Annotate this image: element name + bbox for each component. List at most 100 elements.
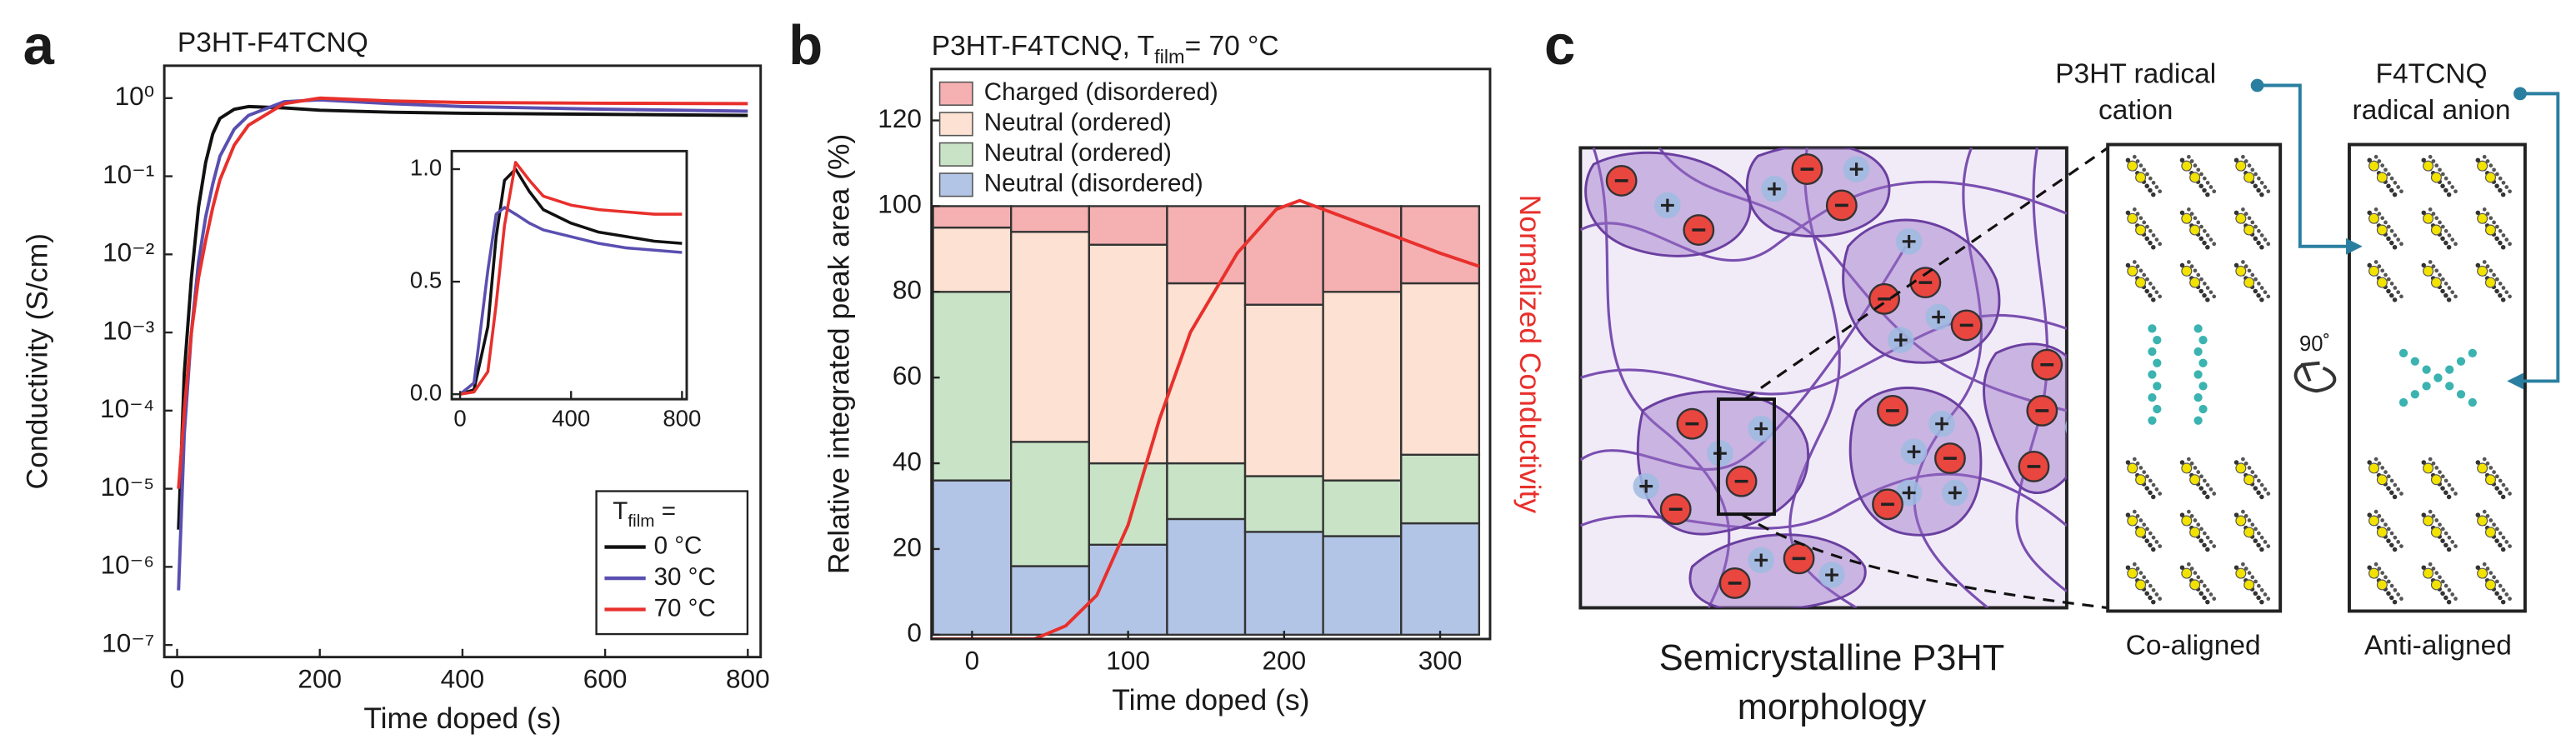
atom: [2500, 547, 2506, 552]
atom: [2498, 583, 2503, 588]
plus-sign: [1907, 445, 1921, 459]
atom: [2257, 531, 2261, 536]
atom: [2259, 599, 2264, 605]
atom: [2498, 531, 2503, 536]
sulfur: [2135, 579, 2147, 591]
atom: [2492, 522, 2496, 527]
atom: [2259, 286, 2264, 290]
bar-segment: [1166, 462, 1247, 521]
atom: [2208, 290, 2213, 295]
atom: [2380, 216, 2385, 221]
atom: [2253, 236, 2258, 242]
atom: [2189, 513, 2194, 518]
atom: [2443, 292, 2448, 298]
atom: [2202, 542, 2207, 548]
chart: 0 100 200 300 0 20 40 60 80 100 120 Time doped (s) R…: [823, 31, 1547, 717]
atom: [2389, 583, 2394, 588]
atom: [2259, 547, 2264, 552]
atom: [2135, 159, 2140, 163]
molecular-structure: [2125, 154, 2512, 605]
sulfur: [2484, 277, 2496, 288]
bar-segment: [1322, 205, 1403, 293]
sulfur: [2484, 579, 2496, 591]
atom: [2205, 244, 2210, 250]
atom: [2440, 486, 2445, 491]
atom: [2158, 242, 2163, 247]
atom: [2263, 487, 2268, 492]
rotation-icon: [2293, 362, 2337, 393]
y-tick-label: 10⁻²: [103, 237, 154, 267]
atom: [2399, 189, 2403, 194]
plus-sign: [1948, 486, 1962, 500]
atom: [2492, 272, 2496, 277]
y2-axis-label: Normalized Conductivity: [1513, 195, 1547, 514]
atom: [2256, 595, 2261, 601]
pointer-arrow: [2257, 83, 2363, 255]
atom: [2148, 240, 2153, 246]
atom: [2193, 163, 2198, 168]
sulfur: [2243, 172, 2255, 183]
atom: [2208, 487, 2213, 492]
atom: [2253, 486, 2258, 491]
atom: [2475, 262, 2481, 268]
atom: [2259, 587, 2264, 592]
atom: [2431, 159, 2436, 163]
atom: [2186, 509, 2191, 514]
legend-label: Charged (disordered): [984, 78, 1218, 106]
data-line: [933, 198, 1480, 639]
atom: [2475, 210, 2481, 216]
atom: [2498, 281, 2503, 286]
atom: [2189, 212, 2194, 216]
cation-label: cation: [2098, 95, 2173, 126]
atom: [2380, 571, 2385, 575]
atom: [2446, 494, 2452, 500]
sulfur: [2243, 277, 2255, 288]
bar-segment: [1322, 291, 1403, 482]
zoom-line: [1740, 512, 2108, 610]
subscript: film: [628, 512, 654, 531]
atom: [2132, 260, 2137, 264]
atom: [2428, 154, 2433, 159]
atom: [2438, 167, 2442, 172]
atom: [2431, 264, 2436, 269]
atom: [2151, 233, 2156, 237]
dopant-atom: [2153, 358, 2162, 367]
sulfur: [2430, 277, 2442, 288]
bar-segment: [1010, 441, 1091, 567]
bar-segment: [1010, 205, 1091, 233]
atom: [2508, 294, 2512, 299]
atom: [2151, 587, 2156, 592]
atom: [2450, 540, 2455, 544]
atom: [2144, 288, 2149, 294]
dopant-atom: [2193, 416, 2203, 425]
y-tick-label: 10⁻⁷: [102, 627, 154, 657]
bar-segment: [1166, 205, 1247, 285]
atom: [2145, 527, 2149, 532]
atom: [2421, 565, 2427, 570]
atom: [2247, 466, 2252, 470]
atom: [2233, 460, 2239, 465]
atom: [2186, 154, 2191, 159]
sulfur: [2423, 567, 2434, 579]
atom: [2205, 587, 2210, 592]
atom: [2367, 460, 2372, 465]
atom: [2247, 163, 2252, 168]
atom: [2377, 159, 2382, 163]
atom: [2389, 176, 2394, 181]
dopant-atom: [2148, 416, 2157, 425]
atom: [2494, 236, 2499, 242]
atom: [2453, 597, 2458, 602]
atom: [2253, 288, 2258, 294]
atom: [2243, 212, 2248, 216]
atom: [2421, 157, 2427, 162]
atom: [2396, 237, 2401, 242]
atom: [2138, 518, 2143, 522]
atom: [2179, 262, 2185, 268]
data-line: [459, 167, 683, 396]
atom: [2198, 486, 2204, 491]
atom: [2396, 185, 2401, 189]
atom: [2421, 210, 2427, 216]
atom: [2256, 187, 2261, 193]
atom: [2193, 518, 2198, 522]
atom: [2253, 538, 2258, 543]
